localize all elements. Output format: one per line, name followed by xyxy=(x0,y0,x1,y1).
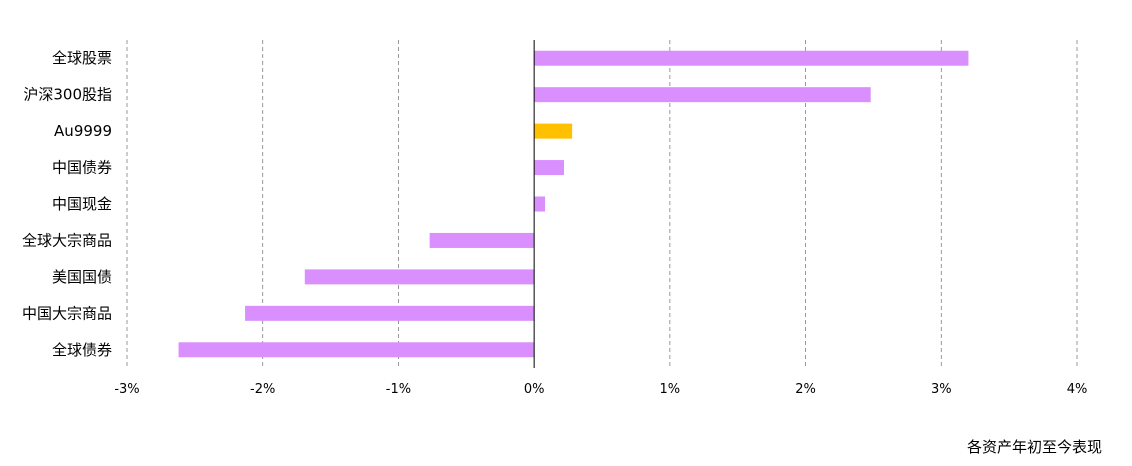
x-tick-label: -3% xyxy=(114,382,139,397)
category-label: Au9999 xyxy=(54,122,112,140)
bar xyxy=(429,232,535,248)
bar xyxy=(178,342,535,358)
x-tick-label: 1% xyxy=(660,382,681,397)
x-tick-label: 0% xyxy=(524,382,545,397)
bar xyxy=(534,160,564,176)
category-label: 沪深300股指 xyxy=(23,86,112,104)
x-tick-label: 4% xyxy=(1067,382,1088,397)
category-label: 中国债券 xyxy=(52,159,112,177)
x-tick-label: 2% xyxy=(795,382,816,397)
category-label: 全球大宗商品 xyxy=(22,231,112,249)
bar xyxy=(245,305,535,321)
category-label: 中国现金 xyxy=(52,195,112,213)
x-tick-label: 3% xyxy=(931,382,952,397)
bar xyxy=(534,87,871,103)
bar xyxy=(304,269,535,285)
category-label: 中国大宗商品 xyxy=(22,304,112,322)
bar xyxy=(534,196,545,212)
category-label: 全球债券 xyxy=(52,341,112,359)
chart-caption: 各资产年初至今表现 xyxy=(966,438,1102,456)
category-label: 全球股票 xyxy=(52,49,112,67)
x-tick-label: -2% xyxy=(250,382,275,397)
category-label: 美国国债 xyxy=(52,268,112,286)
bars xyxy=(178,50,969,358)
bar xyxy=(534,50,969,66)
x-tick-labels: -3% -2% -1% 0% 1% 2% 3% 4% xyxy=(114,382,1087,397)
bar xyxy=(534,123,573,139)
x-tick-label: -1% xyxy=(386,382,411,397)
